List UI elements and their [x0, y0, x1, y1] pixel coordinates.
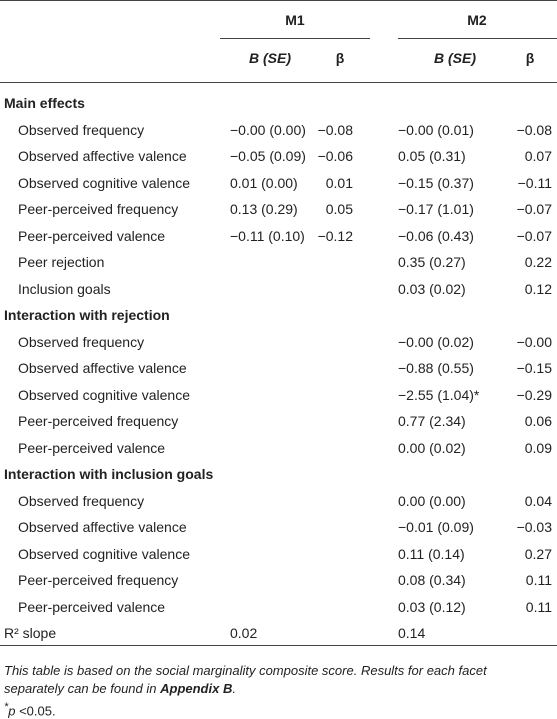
header-rule — [0, 82, 557, 83]
group-header: M1 — [285, 12, 305, 28]
sig-symbol: p — [8, 703, 16, 719]
row-label: Peer-perceived valence — [18, 439, 166, 456]
table-cell: 0.09 — [524, 439, 552, 456]
table-cell: 0.02 — [230, 625, 258, 641]
summary-label: R² slope — [4, 625, 57, 641]
table-cell: 0.04 — [524, 492, 552, 509]
row-label: Peer rejection — [18, 254, 105, 270]
table-cell: −0.11 (0.10) — [230, 227, 305, 244]
group-rule — [398, 38, 557, 39]
table-cell: 0.06 — [524, 413, 552, 429]
table-cell: −0.00 (0.02) — [398, 333, 474, 350]
table-cell: −0.29 — [516, 386, 552, 403]
group-rule — [220, 38, 370, 39]
sig-text: <0.05. — [15, 703, 56, 719]
note-line: This table is based on the social margin… — [4, 662, 549, 698]
table-cell: 0.14 — [398, 625, 426, 641]
table-cell: 0.11 — [525, 598, 552, 615]
table-cell: −0.00 (0.01) — [398, 121, 474, 138]
note-link: Appendix B — [160, 681, 233, 696]
column-header: β — [525, 50, 535, 66]
table-note: This table is based on the social margin… — [4, 662, 549, 719]
table-cell: −0.05 (0.09) — [230, 148, 306, 164]
table-cell: −0.08 — [317, 121, 353, 138]
column-header: B (SE) — [434, 50, 476, 66]
table-cell: 0.05 — [325, 201, 353, 217]
table-cell: −0.03 — [516, 519, 552, 535]
table-cell: −2.55 (1.04)* — [398, 386, 480, 403]
table-cell: 0.35 (0.27) — [398, 254, 466, 270]
group-header: M2 — [467, 12, 487, 28]
table-cell: 0.00 (0.00) — [398, 492, 466, 509]
row-label: Peer-perceived valence — [18, 227, 166, 244]
table-cell: 0.11 (0.14) — [398, 545, 465, 562]
table-cell: 0.12 — [524, 280, 552, 297]
row-label: Observed frequency — [18, 492, 145, 509]
table-cell: −0.07 — [516, 227, 552, 244]
row-label: Observed cognitive valence — [18, 386, 190, 403]
table-cell: −0.11 — [517, 174, 552, 191]
row-label: Observed cognitive valence — [18, 545, 190, 562]
table-cell: −0.06 (0.43) — [398, 227, 474, 244]
table-cell: −0.15 — [516, 360, 552, 376]
table-cell: −0.12 — [317, 227, 353, 244]
row-label: Observed affective valence — [18, 360, 187, 376]
table-cell: −0.17 (1.01) — [398, 201, 474, 217]
table-cell: 0.07 — [524, 148, 552, 164]
significance-line: *p <0.05. — [4, 698, 549, 719]
section-title: Interaction with inclusion goals — [4, 466, 214, 482]
bottom-rule — [0, 645, 557, 646]
table-cell: −0.07 — [516, 201, 552, 217]
sig-mark: * — [4, 701, 9, 713]
table-cell: 0.77 (2.34) — [398, 413, 466, 429]
table-cell: 0.13 (0.29) — [230, 201, 298, 217]
top-rule — [0, 0, 557, 1]
row-label: Peer-perceived frequency — [18, 413, 179, 429]
row-label: Observed frequency — [18, 121, 145, 138]
row-label: Peer-perceived frequency — [18, 572, 179, 588]
row-label: Observed affective valence — [18, 519, 187, 535]
table-cell: 0.01 — [325, 174, 353, 191]
table-cell: 0.22 — [524, 254, 552, 270]
table-cell: 0.03 (0.12) — [398, 598, 466, 615]
note-text: This table is based on the social margin… — [4, 663, 487, 696]
table-cell: −0.00 (0.00) — [230, 121, 306, 138]
table-cell: 0.08 (0.34) — [398, 572, 466, 588]
row-label: Observed cognitive valence — [18, 174, 190, 191]
row-label: Observed affective valence — [18, 148, 187, 164]
row-label: Inclusion goals — [18, 280, 111, 297]
table-cell: −0.08 — [516, 121, 552, 138]
table-cell: 0.01 (0.00) — [230, 174, 298, 191]
row-label: Observed frequency — [18, 333, 145, 350]
column-header: B (SE) — [249, 50, 291, 66]
table-cell: 0.27 — [524, 545, 552, 562]
note-end: . — [232, 681, 236, 696]
section-title: Main effects — [4, 95, 85, 111]
row-label: Peer-perceived valence — [18, 598, 166, 615]
row-label: Peer-perceived frequency — [18, 201, 179, 217]
table-cell: 0.05 (0.31) — [398, 148, 466, 164]
table-cell: 0.11 — [525, 572, 552, 588]
column-header: β — [335, 50, 345, 66]
table-cell: 0.03 (0.02) — [398, 280, 466, 297]
table-cell: 0.00 (0.02) — [398, 439, 466, 456]
table-cell: −0.00 — [516, 333, 552, 350]
section-title: Interaction with rejection — [4, 307, 170, 323]
table-cell: −0.06 — [317, 148, 353, 164]
table-cell: −0.15 (0.37) — [398, 174, 474, 191]
table-cell: −0.01 (0.09) — [398, 519, 474, 535]
table-cell: −0.88 (0.55) — [398, 360, 474, 376]
